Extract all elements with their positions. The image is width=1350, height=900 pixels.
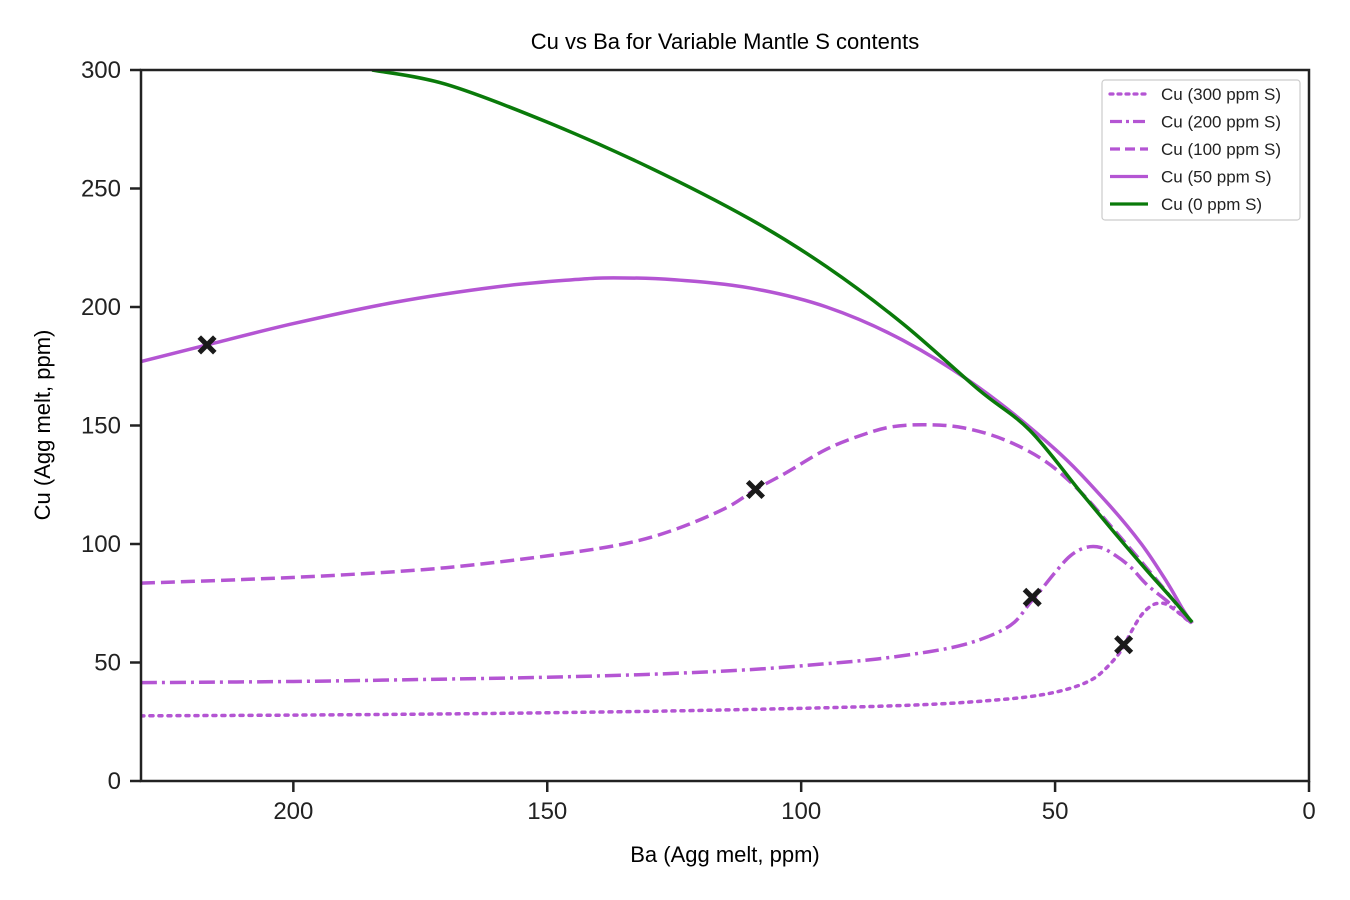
- data-marker-x: [1022, 587, 1042, 607]
- y-tick-label: 150: [81, 413, 121, 440]
- x-tick-label: 0: [1302, 798, 1315, 825]
- y-axis-label: Cu (Agg melt, ppm): [30, 330, 55, 521]
- series-line-cu-200-ppm-s: [141, 544, 1194, 685]
- series-layer: [141, 70, 1194, 718]
- series-line-cu-100-ppm-s: [141, 422, 1194, 625]
- y-tick-label: 250: [81, 176, 121, 203]
- legend-box: [1101, 79, 1301, 221]
- y-tick-label: 200: [81, 294, 121, 321]
- data-marker-x: [197, 335, 217, 355]
- legend-label: Cu (200 ppm S): [1161, 113, 1281, 132]
- series-line-cu-0-ppm-s: [371, 70, 1194, 624]
- x-tick-label: 150: [527, 798, 567, 825]
- data-marker-x: [745, 479, 766, 500]
- y-axis-ticks: 0 50 100 150 200 250 300: [81, 57, 141, 795]
- x-tick-label: 200: [273, 798, 313, 825]
- y-tick-label: 100: [81, 531, 121, 558]
- series-line-cu-300-ppm-s: [141, 601, 1194, 718]
- y-tick-label: 0: [108, 768, 121, 795]
- legend-label: Cu (50 ppm S): [1161, 168, 1272, 187]
- legend: Cu (300 ppm S) Cu (200 ppm S) Cu (100 ppm …: [1101, 79, 1301, 221]
- x-tick-label: 100: [781, 798, 821, 825]
- x-axis-label: Ba (Agg melt, ppm): [630, 842, 820, 867]
- series-line-cu-50-ppm-s: [141, 276, 1194, 625]
- legend-label: Cu (0 ppm S): [1161, 195, 1262, 214]
- x-axis-ticks: 200 150 100 50 0: [273, 781, 1316, 825]
- legend-label: Cu (300 ppm S): [1161, 85, 1281, 104]
- data-marker-x: [1114, 635, 1134, 655]
- y-tick-label: 300: [81, 57, 121, 84]
- y-tick-label: 50: [94, 650, 121, 677]
- legend-label: Cu (100 ppm S): [1161, 140, 1281, 159]
- x-tick-label: 50: [1042, 798, 1069, 825]
- chart-title: Cu vs Ba for Variable Mantle S contents: [531, 29, 919, 54]
- marker-layer: [197, 335, 1134, 655]
